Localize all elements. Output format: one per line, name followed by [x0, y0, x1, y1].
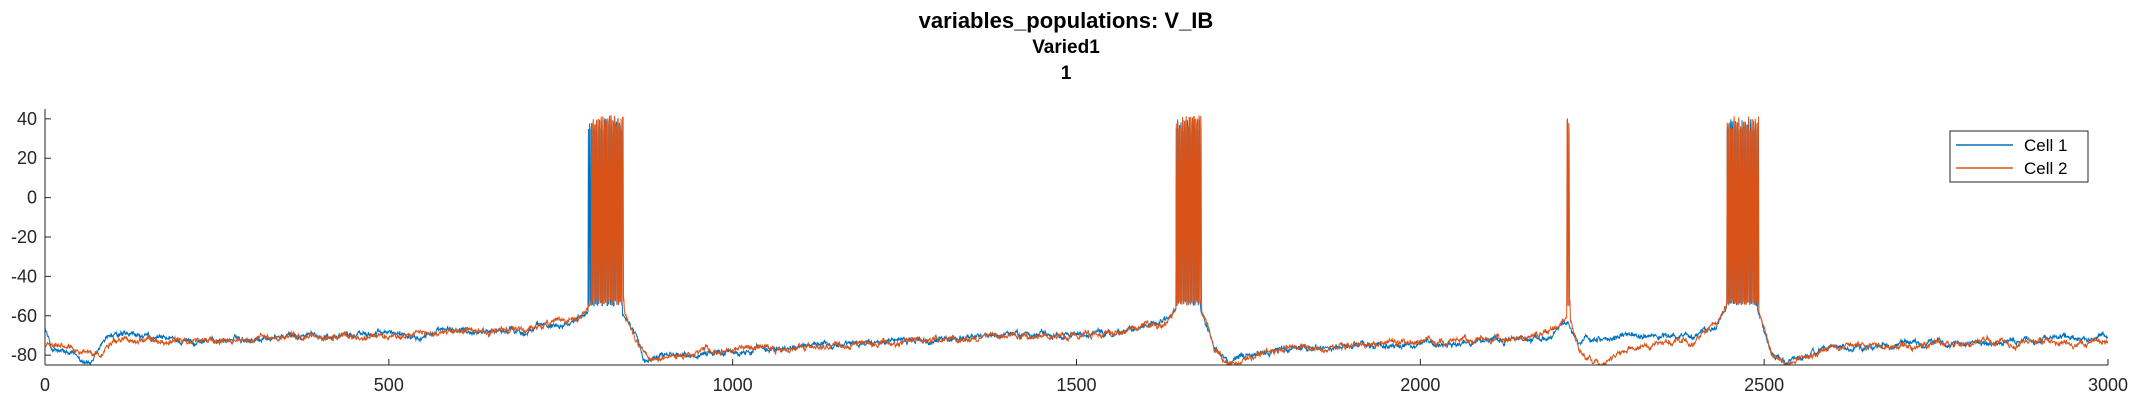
x-ticks: 0 500 1000 1500 2000 2500 3000: [40, 359, 2128, 395]
y-tick-label: -60: [11, 306, 37, 326]
chart-subtitle: Varied1: [1032, 37, 1100, 58]
y-tick-label: -40: [11, 266, 37, 286]
series-line-cell-2: [45, 115, 2108, 365]
series-layer: [45, 115, 2108, 365]
chart-subtitle-2: 1: [1061, 63, 1072, 84]
legend: Cell 1 Cell 2: [1949, 130, 2089, 183]
y-tick-label: -20: [11, 227, 37, 247]
x-tick-label: 1500: [1056, 375, 1096, 395]
x-tick-label: 3000: [2088, 375, 2128, 395]
y-tick-label: 20: [17, 148, 37, 168]
legend-label-cell-1: Cell 1: [2024, 136, 2067, 155]
x-tick-label: 1000: [713, 375, 753, 395]
y-ticks: -80 -60 -40 -20 0 20 40: [11, 109, 51, 365]
x-tick-label: 500: [374, 375, 404, 395]
legend-box: [1949, 130, 2089, 183]
x-tick-label: 2500: [1744, 375, 1784, 395]
y-tick-label: 40: [17, 109, 37, 129]
chart-title: variables_populations: V_IB: [919, 8, 1214, 33]
x-tick-label: 0: [40, 375, 50, 395]
legend-label-cell-2: Cell 2: [2024, 159, 2067, 178]
y-tick-label: 0: [27, 188, 37, 208]
y-tick-label: -80: [11, 345, 37, 365]
x-tick-label: 2000: [1400, 375, 1440, 395]
series-line-cell-1: [45, 118, 2108, 365]
